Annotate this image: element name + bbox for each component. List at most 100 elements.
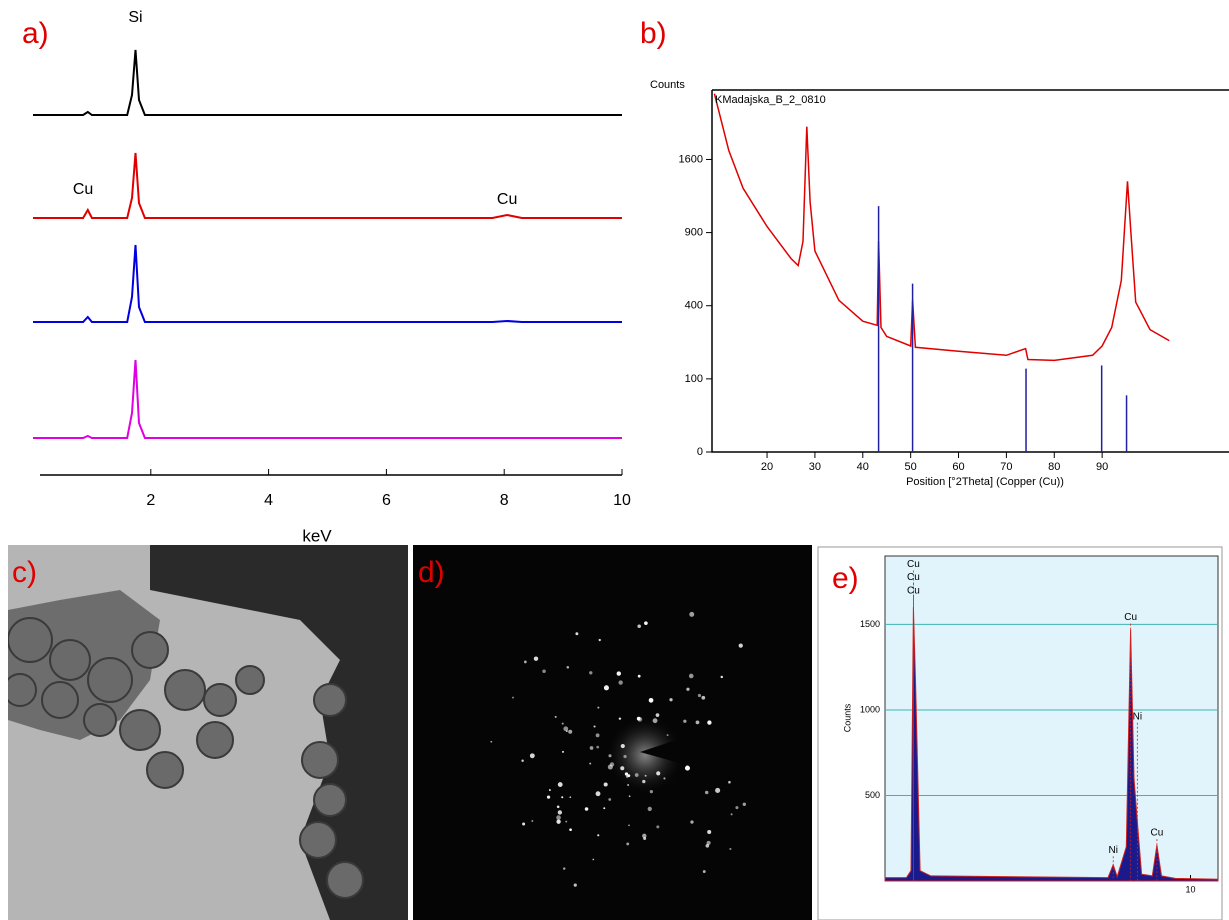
spot: [490, 740, 493, 743]
panel-label: b): [640, 17, 667, 50]
grain: [83, 703, 117, 737]
spot: [730, 813, 733, 816]
spot: [557, 810, 563, 815]
spot: [642, 779, 646, 784]
grain: [87, 657, 133, 703]
grain: [299, 821, 337, 859]
spot: [562, 750, 564, 753]
spot: [598, 638, 601, 642]
peak-label: Cu: [497, 191, 517, 208]
spot: [690, 820, 694, 824]
spot: [642, 833, 647, 839]
peak-label: Cu: [907, 586, 920, 597]
spot: [669, 698, 673, 702]
y-tick-label: 900: [685, 227, 703, 239]
spot: [597, 706, 600, 709]
spot: [720, 675, 723, 679]
spot: [715, 787, 721, 793]
spot: [628, 824, 630, 827]
spot: [595, 733, 600, 738]
plot-clip: [713, 93, 1170, 452]
spot: [627, 783, 630, 786]
spot: [652, 718, 658, 724]
spot: [702, 870, 706, 873]
spot: [618, 680, 623, 685]
spot: [563, 726, 569, 732]
legend-label: KMadajska_B_2_0810: [715, 94, 826, 106]
spot: [608, 754, 612, 758]
spot: [684, 765, 690, 771]
grain: [235, 665, 265, 695]
x-tick-label: 2: [146, 492, 155, 509]
spectrum-line: [33, 244, 622, 323]
spot: [512, 696, 514, 699]
spot: [644, 774, 647, 777]
grain: [8, 673, 37, 707]
spot: [620, 743, 625, 749]
y-tick-label: 1600: [679, 153, 703, 165]
spot: [595, 791, 601, 797]
grain: [313, 683, 347, 717]
spot: [556, 819, 561, 824]
spot: [584, 807, 589, 811]
spot: [523, 660, 527, 664]
spot: [626, 842, 630, 846]
y-tick-label: 1500: [860, 619, 880, 629]
spot: [589, 671, 593, 675]
spot: [628, 795, 631, 798]
spot: [596, 745, 600, 749]
peak-label: Cu: [907, 559, 920, 570]
spot: [573, 883, 577, 887]
spot: [575, 632, 579, 636]
spot: [706, 840, 711, 845]
spot: [561, 796, 564, 799]
spot: [531, 820, 534, 822]
spot: [666, 734, 669, 737]
spot: [735, 806, 739, 810]
spot: [634, 773, 639, 777]
spot: [561, 722, 564, 725]
spot: [569, 796, 572, 799]
grain: [49, 639, 91, 681]
spot: [655, 713, 660, 717]
spot: [533, 656, 539, 661]
spot: [707, 720, 712, 725]
y-tick-label: 100: [685, 373, 703, 385]
peak-label: Cu: [1124, 612, 1137, 623]
x-tick-label: 70: [1000, 461, 1012, 473]
spot: [688, 673, 694, 679]
spot: [620, 766, 625, 771]
x-tick-label: 30: [809, 461, 821, 473]
spot: [738, 643, 743, 648]
spot: [557, 782, 563, 787]
x-tick-label: 90: [1096, 461, 1108, 473]
spot: [707, 829, 712, 835]
spot: [623, 754, 627, 759]
spot: [705, 843, 710, 848]
diffraction-image: [413, 545, 812, 920]
grain: [301, 741, 339, 779]
spectrum-line: [33, 49, 622, 116]
spot: [562, 867, 566, 870]
spot: [636, 716, 641, 721]
spot: [663, 777, 666, 780]
tem-image: [8, 545, 408, 920]
spot: [546, 795, 551, 799]
spot: [548, 789, 551, 791]
spectrum-line: [33, 359, 622, 439]
spectrum-line: [33, 152, 622, 219]
spot: [624, 772, 629, 776]
spot: [704, 790, 709, 795]
spot: [589, 762, 592, 765]
spot: [542, 669, 546, 674]
spot: [556, 805, 560, 809]
spot: [649, 789, 653, 794]
x-axis-label: keV: [302, 526, 332, 545]
spot: [728, 780, 731, 784]
spot: [695, 720, 700, 725]
x-tick-label: 50: [905, 461, 917, 473]
grain: [164, 669, 206, 711]
spot: [597, 834, 600, 837]
peak-label: Cu: [907, 572, 920, 583]
